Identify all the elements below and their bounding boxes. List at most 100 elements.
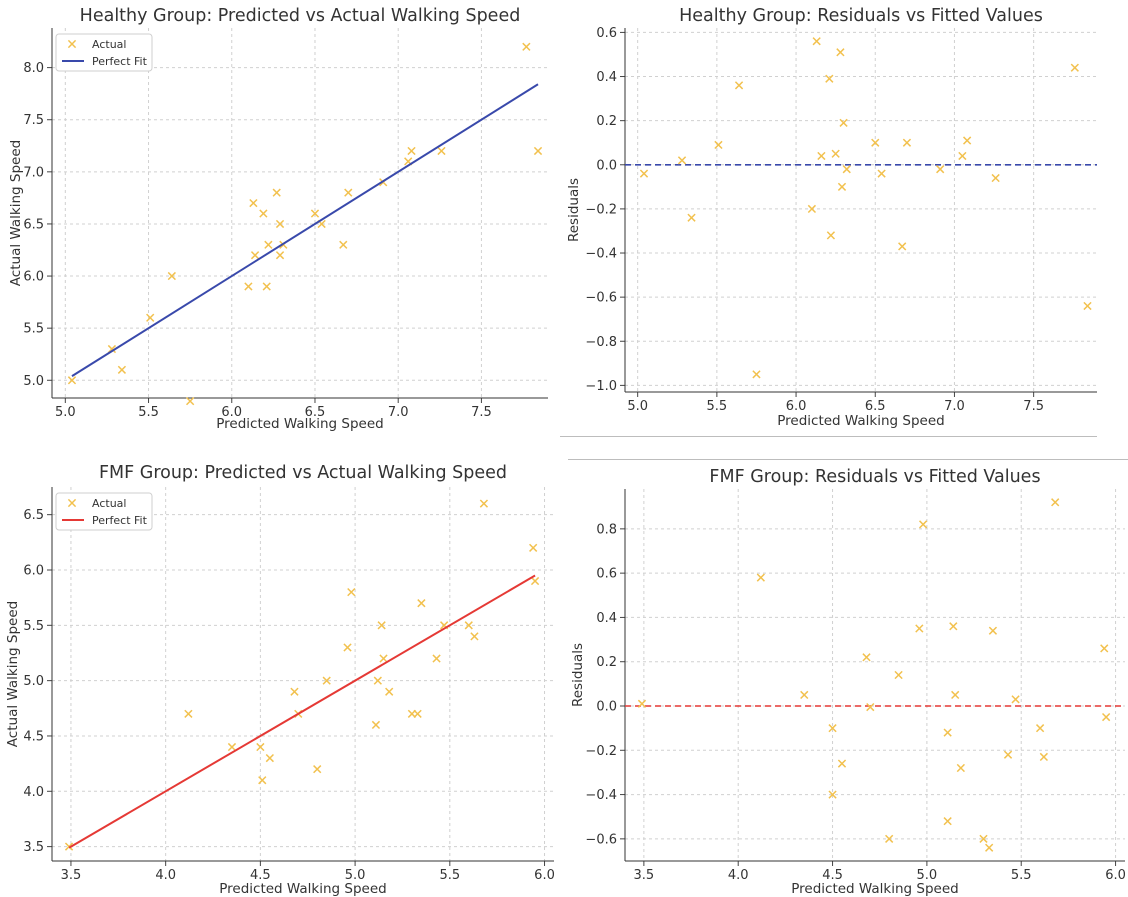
data-point-marker: [943, 817, 952, 826]
data-point-stroke: [313, 765, 322, 774]
y-tick-label: 6.5: [23, 508, 44, 523]
chart-title: Healthy Group: Predicted vs Actual Walki…: [80, 6, 521, 26]
data-point-stroke: [290, 687, 299, 696]
data-point-stroke: [432, 654, 441, 663]
data-point-marker: [958, 151, 967, 161]
data-point-marker: [1003, 750, 1013, 759]
legend-marker-stroke: [67, 39, 77, 49]
data-point-stroke: [264, 240, 273, 249]
data-point-stroke: [259, 209, 268, 218]
data-point-marker: [1039, 752, 1048, 762]
data-point-stroke: [943, 817, 952, 826]
y-axis-label: Residuals: [566, 178, 582, 242]
data-point-marker: [862, 653, 871, 662]
data-point-marker: [894, 670, 903, 680]
data-point-stroke: [902, 138, 912, 147]
chart-panel-4: 3.5 4.0 4.5 5.0 5.5 6.0 −0.6 −0.4 −0.2 0.0 0.2 0.4 0…: [570, 467, 1126, 897]
y-tick-label: 4.5: [23, 729, 44, 744]
data-point-stroke: [979, 834, 988, 843]
data-point-marker: [828, 790, 837, 799]
data-point-marker: [918, 520, 928, 529]
data-point-stroke: [249, 198, 258, 208]
data-point-marker: [259, 209, 268, 218]
y-tick-label: −0.6: [585, 291, 617, 306]
data-point-marker: [812, 37, 821, 46]
y-tick-label: −0.6: [585, 832, 617, 847]
y-tick-label: 5.0: [23, 674, 44, 689]
data-point-stroke: [958, 151, 967, 161]
x-axis-label: Predicted Walking Speed: [216, 416, 383, 432]
data-point-stroke: [885, 834, 894, 843]
perfect-fit-line: [71, 83, 539, 377]
data-point-stroke: [1039, 752, 1048, 762]
y-tick-label: 3.5: [23, 840, 44, 855]
data-point-marker: [322, 676, 331, 685]
data-point-stroke: [1083, 301, 1092, 311]
data-point-stroke: [991, 173, 1000, 183]
data-point-stroke: [385, 687, 394, 696]
data-point-marker: [1051, 498, 1060, 507]
data-point-marker: [991, 173, 1000, 183]
data-point-marker: [377, 621, 386, 630]
y-tick-label: 6.0: [23, 270, 44, 285]
data-point-stroke: [417, 599, 426, 608]
y-tick-label: 0.4: [596, 611, 617, 626]
x-tick-label: 6.0: [534, 868, 555, 883]
data-point-marker: [807, 204, 817, 214]
data-point-stroke: [826, 231, 836, 240]
data-point-stroke: [831, 149, 840, 158]
data-point-marker: [839, 118, 848, 127]
data-point-marker: [522, 42, 531, 51]
data-point-stroke: [639, 169, 649, 178]
chart-title: FMF Group: Residuals vs Fitted Values: [709, 467, 1040, 487]
data-point-stroke: [1102, 712, 1111, 722]
data-point-stroke: [936, 165, 945, 174]
data-point-stroke: [956, 763, 965, 773]
x-tick-label: 3.5: [634, 868, 655, 883]
data-point-marker: [413, 709, 422, 718]
data-point-stroke: [464, 621, 473, 630]
y-tick-label: 0.6: [596, 567, 617, 582]
x-tick-label: 5.5: [439, 868, 460, 883]
data-point-marker: [979, 834, 988, 843]
data-point-stroke: [687, 213, 696, 222]
x-tick-label: 5.0: [55, 405, 76, 420]
data-point-stroke: [167, 271, 176, 281]
data-point-marker: [687, 213, 696, 222]
data-point-marker: [249, 198, 258, 208]
data-point-stroke: [894, 670, 903, 680]
data-point-stroke: [275, 219, 285, 229]
data-point-marker: [1070, 63, 1079, 72]
data-point-stroke: [828, 724, 837, 733]
data-point-stroke: [1011, 695, 1020, 704]
data-point-stroke: [522, 42, 531, 51]
data-point-stroke: [807, 204, 817, 214]
data-point-marker: [379, 654, 388, 663]
data-point-marker: [146, 313, 155, 322]
legend: Actual Perfect Fit: [55, 33, 153, 72]
data-point-marker: [265, 753, 274, 763]
data-point-stroke: [262, 282, 271, 291]
data-point-marker: [117, 365, 127, 374]
data-point-stroke: [839, 118, 848, 127]
data-point-marker: [842, 165, 851, 174]
y-tick-label: 0.0: [596, 158, 617, 173]
data-point-marker: [250, 251, 260, 260]
data-point-marker: [902, 138, 912, 147]
data-point-stroke: [322, 676, 331, 685]
data-point-stroke: [951, 690, 960, 700]
data-point-stroke: [949, 622, 958, 631]
legend-marker-actual: [67, 39, 77, 49]
data-point-marker: [244, 282, 253, 291]
data-point-stroke: [988, 626, 998, 635]
data-point-stroke: [1100, 644, 1109, 653]
data-point-marker: [936, 165, 945, 174]
data-point-stroke: [184, 709, 193, 718]
data-point-marker: [885, 834, 894, 843]
data-point-stroke: [817, 151, 826, 161]
data-point-stroke: [371, 720, 381, 730]
data-point-stroke: [1070, 63, 1079, 72]
data-point-marker: [479, 499, 489, 508]
y-tick-label: 7.0: [23, 165, 44, 180]
